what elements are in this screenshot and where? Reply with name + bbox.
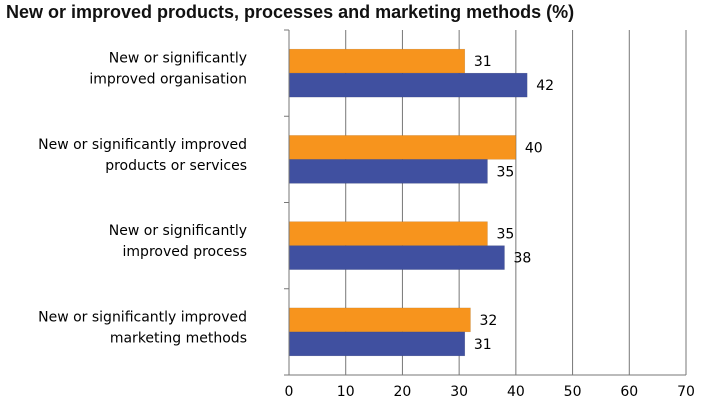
data-label: 31 bbox=[474, 337, 492, 353]
x-tick-label: 0 bbox=[285, 384, 294, 400]
chart-title: New or improved products, processes and … bbox=[6, 2, 575, 22]
category-label: New or significantly bbox=[109, 51, 247, 67]
bar bbox=[288, 221, 488, 246]
data-label: 42 bbox=[536, 78, 554, 94]
bar bbox=[288, 331, 466, 357]
x-tick-label: 70 bbox=[677, 384, 695, 400]
data-label: 31 bbox=[474, 54, 492, 70]
labels: 0 10 20 30 40 50 60 70 31 42 New or significantly i… bbox=[38, 51, 695, 400]
data-label: 35 bbox=[497, 164, 515, 180]
x-tick-label: 10 bbox=[337, 384, 355, 400]
bar bbox=[288, 159, 488, 184]
x-tick-label: 30 bbox=[450, 384, 468, 400]
category-label: marketing methods bbox=[110, 330, 247, 346]
axes bbox=[284, 29, 686, 376]
x-tick-label: 40 bbox=[507, 384, 525, 400]
x-tick-label: 50 bbox=[564, 384, 582, 400]
bar bbox=[288, 245, 505, 270]
x-tick-label: 60 bbox=[620, 384, 638, 400]
bar bbox=[288, 72, 528, 98]
category-label: New or significantly improved bbox=[38, 137, 247, 153]
category-label: improved process bbox=[123, 244, 247, 260]
bar bbox=[288, 135, 517, 160]
category-label: New or significantly improved bbox=[38, 309, 247, 325]
category-label: New or significantly bbox=[109, 223, 247, 239]
x-tick-label: 20 bbox=[394, 384, 412, 400]
data-label: 35 bbox=[497, 227, 515, 243]
data-label: 40 bbox=[525, 140, 543, 156]
data-label: 32 bbox=[479, 313, 497, 329]
category-label: products or services bbox=[105, 158, 247, 174]
bar bbox=[288, 307, 471, 333]
bar bbox=[288, 48, 466, 74]
category-label: improved organisation bbox=[89, 72, 247, 88]
data-label: 38 bbox=[514, 251, 532, 267]
bars bbox=[288, 48, 528, 357]
